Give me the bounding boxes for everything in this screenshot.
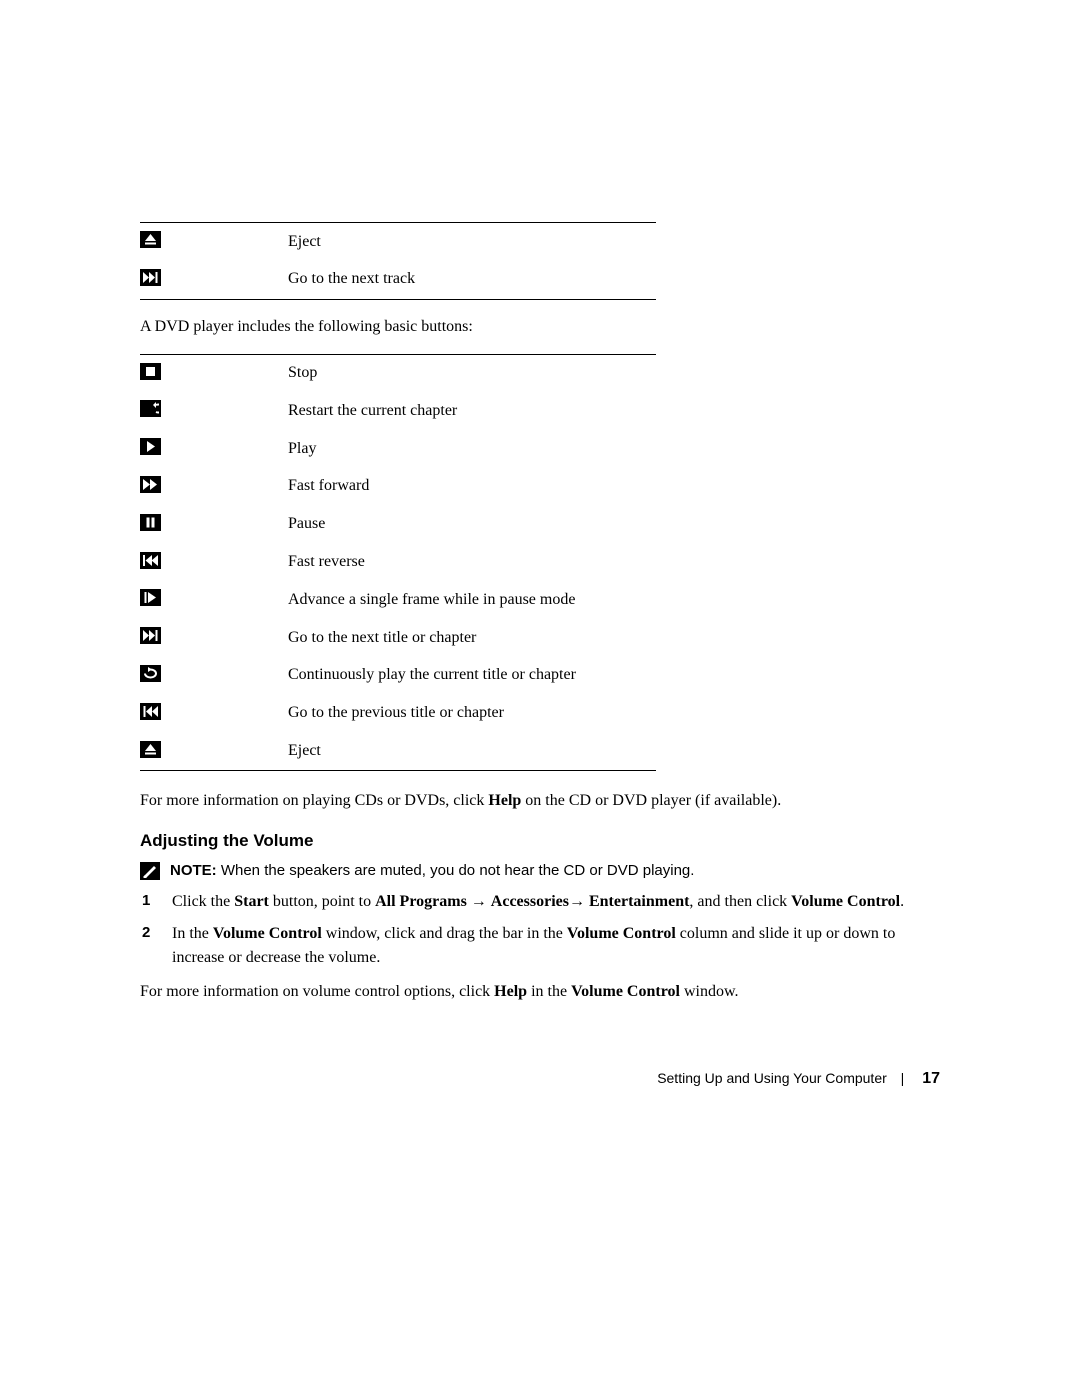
button-row: Fast reverse bbox=[140, 544, 656, 582]
fast-reverse-icon bbox=[140, 552, 161, 569]
button-row: Advance a single frame while in pause mo… bbox=[140, 581, 656, 619]
button-label: Fast forward bbox=[288, 468, 656, 506]
button-label: Advance a single frame while in pause mo… bbox=[288, 581, 656, 619]
button-label: Eject bbox=[288, 223, 656, 261]
button-label: Restart the current chapter bbox=[288, 392, 656, 430]
page-footer: Setting Up and Using Your Computer | 17 bbox=[657, 1070, 940, 1088]
restart-icon bbox=[140, 400, 161, 417]
button-label: Eject bbox=[288, 733, 656, 771]
button-label: Pause bbox=[288, 506, 656, 544]
button-row: Go to the next title or chapter bbox=[140, 619, 656, 657]
button-label: Go to the next title or chapter bbox=[288, 619, 656, 657]
button-label: Continuously play the current title or c… bbox=[288, 657, 656, 695]
button-row: Play bbox=[140, 430, 656, 468]
steps-list: Click the Start button, point to All Pro… bbox=[140, 890, 940, 970]
frame-advance-icon bbox=[140, 589, 161, 606]
button-row: Fast forward bbox=[140, 468, 656, 506]
stop-icon bbox=[140, 363, 161, 380]
step-item: In the Volume Control window, click and … bbox=[140, 922, 940, 970]
button-row: Eject bbox=[140, 733, 656, 771]
dvd-intro-text: A DVD player includes the following basi… bbox=[140, 318, 940, 336]
more-info-text: For more information on playing CDs or D… bbox=[140, 789, 940, 812]
footer-page-number: 17 bbox=[922, 1070, 940, 1087]
button-row: Continuously play the current title or c… bbox=[140, 657, 656, 695]
note-text: NOTE: When the speakers are muted, you d… bbox=[170, 861, 694, 881]
footer-section: Setting Up and Using Your Computer bbox=[657, 1070, 887, 1086]
next-track-icon bbox=[140, 269, 161, 286]
button-label: Go to the previous title or chapter bbox=[288, 695, 656, 733]
repeat-icon bbox=[140, 665, 161, 682]
prev-title-icon bbox=[140, 703, 161, 720]
dvd-buttons-table: StopRestart the current chapterPlayFast … bbox=[140, 354, 656, 772]
button-row: Go to the next track bbox=[140, 261, 656, 299]
button-row: Restart the current chapter bbox=[140, 392, 656, 430]
button-row: Go to the previous title or chapter bbox=[140, 695, 656, 733]
button-label: Go to the next track bbox=[288, 261, 656, 299]
pause-icon bbox=[140, 514, 161, 531]
button-row: Eject bbox=[140, 223, 656, 261]
step-item: Click the Start button, point to All Pro… bbox=[140, 890, 940, 914]
closing-text: For more information on volume control o… bbox=[140, 980, 940, 1003]
note-block: NOTE: When the speakers are muted, you d… bbox=[140, 861, 940, 881]
cd-buttons-table: EjectGo to the next track bbox=[140, 222, 656, 300]
play-icon bbox=[140, 438, 161, 455]
next-title-icon bbox=[140, 627, 161, 644]
button-label: Play bbox=[288, 430, 656, 468]
eject-icon bbox=[140, 231, 161, 248]
eject-icon bbox=[140, 741, 161, 758]
button-row: Pause bbox=[140, 506, 656, 544]
note-icon bbox=[140, 862, 160, 880]
section-heading-adjusting-volume: Adjusting the Volume bbox=[140, 831, 940, 851]
button-label: Stop bbox=[288, 354, 656, 392]
button-label: Fast reverse bbox=[288, 544, 656, 582]
fast-forward-icon bbox=[140, 476, 161, 493]
button-row: Stop bbox=[140, 354, 656, 392]
